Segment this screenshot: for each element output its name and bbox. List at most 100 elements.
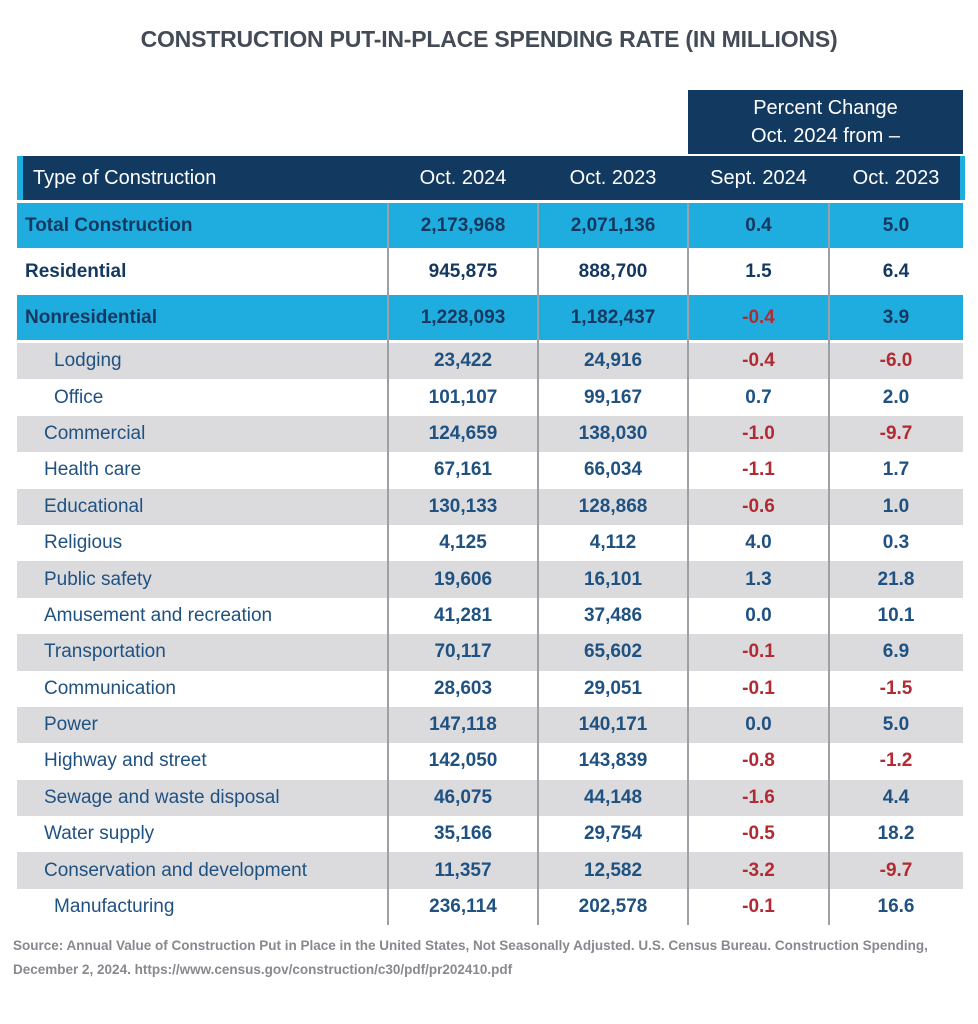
column-header-sept-2024: Sept. 2024 [710,166,807,189]
row-value: 0.7 [745,386,772,408]
row-value: 1,228,093 [420,306,506,328]
row-value: -1.6 [742,786,775,808]
row-value: -3.2 [742,859,775,881]
row-value: 0.3 [882,532,910,554]
row-value: -9.7 [879,422,913,444]
row-value: -1.5 [879,677,913,699]
row-value: 1.3 [745,568,772,590]
row-value: -0.1 [742,896,775,918]
header-left-accent-bar [17,156,23,200]
table-row: Transportation 70,117 65,602 -0.1 6.9 [17,634,963,671]
row-value: -0.8 [742,750,775,772]
row-value: 18.2 [877,823,915,845]
row-value: 29,051 [583,677,643,699]
row-value: 46,075 [433,786,493,808]
row-value: 24,916 [583,350,643,372]
table-row: Residential 945,875 888,700 1.5 6.4 [17,249,963,294]
row-value: -0.1 [742,677,775,699]
column-header-type: Type of Construction [33,166,217,189]
row-value: 66,034 [583,459,643,481]
row-label: Manufacturing [54,896,175,918]
source-line-1: Source: Annual Value of Construction Put… [13,938,928,953]
table-row: Highway and street 142,050 143,839 -0.8 -1.2 [17,743,963,779]
source-date: December 2, 2024. [13,961,135,977]
row-value: -1.0 [742,422,775,444]
row-label: Communication [44,677,176,699]
row-value: 28,603 [433,677,493,699]
column-separator-line [387,203,389,926]
row-label: Office [54,386,104,408]
row-label: Nonresidential [25,306,157,328]
column-header-oct-2023: Oct. 2023 [569,166,657,189]
source-note: Source: Annual Value of Construction Put… [13,934,967,981]
row-value: 65,602 [583,641,643,663]
table-row: Total Construction 2,173,968 2,071,136 0.4 5… [17,203,963,248]
table-row: Sewage and waste disposal 46,075 44,148 -1.… [17,779,963,817]
page-title: CONSTRUCTION PUT-IN-PLACE SPENDING RATE … [140,26,838,52]
row-value: -0.5 [742,823,775,845]
row-label: Commercial [44,422,146,444]
row-value: 10.1 [877,604,915,626]
row-value: 5.0 [882,714,910,736]
row-value: -6.0 [879,350,913,372]
row-value: 12,582 [583,859,643,881]
percent-change-group-header: Percent Change Oct. 2024 from – [688,90,963,154]
row-value: 2,071,136 [570,214,656,236]
row-label: Lodging [54,350,122,372]
row-value: -9.7 [879,859,913,881]
row-value: 2.0 [882,386,910,408]
row-label: Highway and street [44,750,207,772]
row-value: 29,754 [583,823,643,845]
row-value: 67,161 [433,459,493,481]
row-value: 1.5 [745,260,772,282]
row-value: 101,107 [428,386,498,408]
column-separator-line [828,203,830,926]
row-label: Conservation and development [44,859,308,881]
row-label: Sewage and waste disposal [44,786,280,808]
row-value: 0.0 [745,604,772,626]
row-value: 202,578 [578,896,648,918]
column-separator-line [537,203,539,926]
row-value: 888,700 [578,260,648,282]
row-value: 11,357 [434,859,492,881]
row-value: 5.0 [882,214,910,236]
row-value: -0.1 [742,641,775,663]
row-value: -1.1 [742,459,775,481]
column-header-oct-2024: Oct. 2024 [419,166,507,189]
table-row: Amusement and recreation 41,281 37,486 0.0 1… [17,598,963,634]
row-value: -0.6 [742,495,775,517]
row-value: 37,486 [583,604,643,626]
table-row: Water supply 35,166 29,754 -0.5 18.2 [17,816,963,852]
source-line-2: December 2, 2024. https://www.census.gov… [13,958,967,982]
row-value: 140,171 [578,714,648,736]
table-row: Manufacturing 236,114 202,578 -0.1 16.6 [17,889,963,925]
source-url[interactable]: https://www.census.gov/construction/c30/… [134,961,513,977]
row-value: 4.0 [745,532,772,554]
row-value: 143,839 [578,750,648,772]
row-value: 4,125 [439,532,487,554]
row-value: 128,868 [578,495,648,517]
percent-change-line2: Oct. 2024 from – [751,125,900,147]
row-value: 44,148 [583,786,643,808]
row-value: 6.9 [882,641,910,663]
row-value: 0.0 [745,714,772,736]
table-row: Conservation and development 11,357 12,582… [17,852,963,889]
column-header-oct-2023-pct: Oct. 2023 [852,166,940,189]
row-value: 1.0 [882,495,910,517]
row-value: 2,173,968 [420,214,506,236]
row-label: Transportation [44,641,166,663]
table-row: Religious 4,125 4,112 4.0 0.3 [17,525,963,561]
row-value: 130,133 [428,495,498,517]
row-value: 16,101 [583,568,643,590]
row-label: Religious [44,532,123,554]
row-label: Total Construction [25,214,193,236]
row-label: Water supply [44,823,155,845]
row-label: Educational [44,495,144,517]
row-value: -1.2 [879,750,913,772]
row-value: 945,875 [428,260,498,282]
row-value: 41,281 [433,604,493,626]
row-label: Residential [25,260,127,282]
row-label: Power [44,714,98,736]
row-value: 21.8 [877,568,915,590]
table-row: Public safety 19,606 16,101 1.3 21.8 [17,561,963,598]
